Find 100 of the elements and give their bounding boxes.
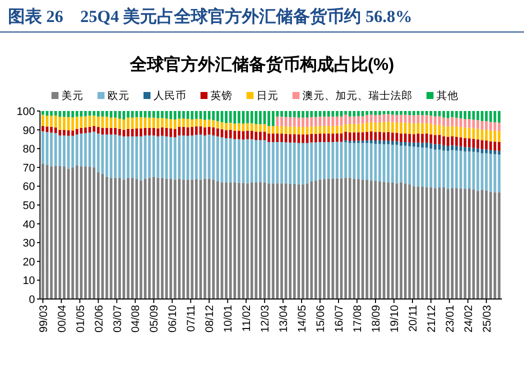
bar <box>310 111 313 118</box>
bar <box>352 132 356 141</box>
bar <box>306 111 309 118</box>
bar <box>50 132 53 166</box>
bar <box>327 178 330 299</box>
bar <box>494 111 496 122</box>
bar <box>280 134 283 142</box>
bar <box>84 111 87 116</box>
bar <box>160 118 164 128</box>
bar <box>400 146 402 182</box>
bar <box>186 136 190 180</box>
bar <box>391 111 394 115</box>
bar <box>480 190 484 299</box>
x-tick-label: 14/05 <box>296 305 309 333</box>
bar <box>421 123 424 134</box>
bar <box>174 180 176 299</box>
bar <box>382 140 386 144</box>
bar <box>468 128 471 138</box>
bar <box>425 187 428 299</box>
bar <box>272 142 274 184</box>
bar <box>378 114 382 122</box>
bar <box>468 111 471 120</box>
bar <box>131 128 134 136</box>
bar <box>306 183 309 299</box>
bar <box>212 120 215 128</box>
bar <box>195 126 198 135</box>
bar <box>126 118 130 129</box>
bar <box>408 134 411 142</box>
bar <box>322 142 326 180</box>
bar <box>254 111 258 124</box>
bar <box>58 166 62 299</box>
bar <box>412 111 416 116</box>
bar <box>212 135 215 180</box>
bar <box>310 134 313 142</box>
bar <box>297 134 300 143</box>
bar <box>425 111 428 115</box>
bar <box>455 146 458 150</box>
bar <box>182 118 185 127</box>
bar <box>84 133 87 166</box>
bar <box>386 114 390 122</box>
legend-label: 欧元 <box>108 90 130 102</box>
bar <box>178 135 181 179</box>
bar <box>42 126 44 132</box>
bar <box>148 128 151 136</box>
bar <box>302 126 304 134</box>
bar <box>395 144 398 184</box>
bar <box>302 142 304 184</box>
bar <box>272 183 274 299</box>
bar <box>366 132 368 140</box>
bar <box>352 178 356 299</box>
bar <box>374 180 377 299</box>
bar <box>348 116 352 124</box>
legend-label: 美元 <box>62 89 84 102</box>
legend-label: 英镑 <box>210 89 232 102</box>
bar <box>144 111 147 118</box>
bar <box>386 122 390 132</box>
bar <box>374 144 377 181</box>
bar <box>195 118 198 126</box>
bar <box>76 128 78 134</box>
bar <box>220 137 224 182</box>
bar <box>352 124 356 132</box>
bar <box>160 111 164 118</box>
bar <box>430 187 432 299</box>
bar <box>485 149 488 154</box>
bar <box>361 116 364 124</box>
bar <box>348 132 352 141</box>
bar <box>246 183 249 299</box>
bar <box>250 182 254 299</box>
bar <box>186 118 190 128</box>
bar <box>126 136 130 178</box>
bar <box>96 126 100 134</box>
bar <box>374 115 377 123</box>
bar <box>494 122 496 131</box>
bar <box>400 182 402 299</box>
x-tick-label: 99/03 <box>38 305 50 333</box>
bar <box>242 140 245 183</box>
bar <box>199 118 202 126</box>
bar <box>280 126 283 134</box>
bar <box>293 126 296 134</box>
bar <box>430 134 432 144</box>
bar <box>464 138 466 148</box>
bar <box>480 111 484 121</box>
bar <box>340 116 343 126</box>
bar <box>438 150 441 188</box>
bar <box>455 126 458 137</box>
bar <box>220 182 224 299</box>
bar <box>268 134 270 142</box>
bar <box>178 126 181 136</box>
bar <box>434 124 437 136</box>
bar <box>489 150 492 154</box>
bar <box>348 111 352 116</box>
bar <box>58 116 62 130</box>
bar <box>276 142 279 184</box>
bar <box>224 123 228 130</box>
bar <box>46 126 48 132</box>
bar <box>442 118 446 126</box>
bar <box>391 122 394 133</box>
bar <box>370 111 373 115</box>
bar <box>71 136 74 168</box>
bar <box>361 111 364 116</box>
